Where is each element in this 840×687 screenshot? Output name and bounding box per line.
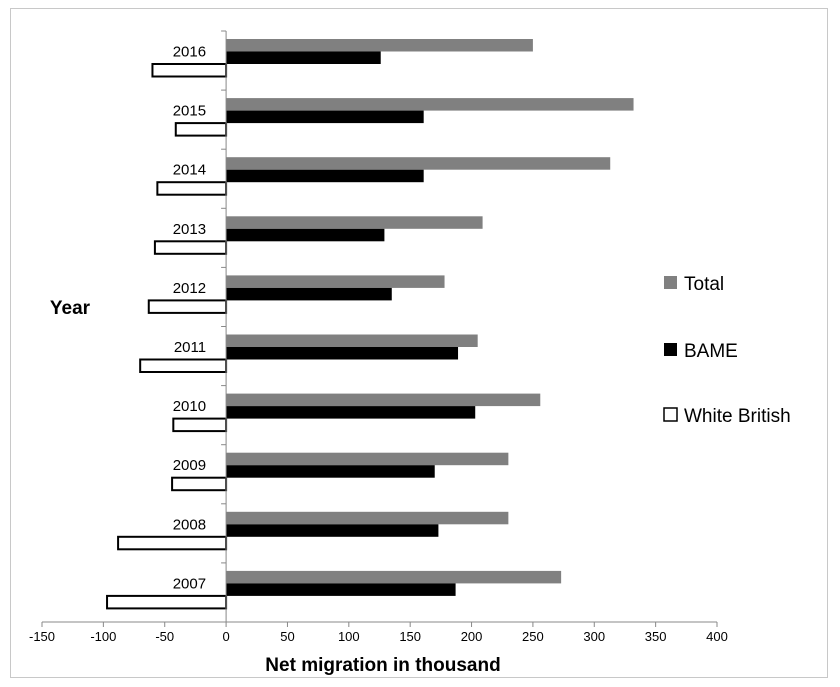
legend: Total BAME White British xyxy=(664,274,791,427)
bar-bame-2016 xyxy=(226,52,381,65)
legend-label-total: Total xyxy=(684,274,724,295)
bar-bame-2013 xyxy=(226,229,384,242)
bar-total-2009 xyxy=(226,453,508,466)
category-label-2010: 2010 xyxy=(173,398,206,415)
bar-white-british-2012 xyxy=(149,300,226,313)
legend-swatch-white-british xyxy=(664,408,677,421)
bar-bame-2014 xyxy=(226,170,424,183)
bar-total-2015 xyxy=(226,98,633,111)
bar-white-british-2010 xyxy=(173,419,226,432)
x-tick-label-400: 400 xyxy=(706,629,728,644)
category-label-2013: 2013 xyxy=(173,221,206,238)
bar-white-british-2007 xyxy=(107,596,226,609)
x-tick-label-300: 300 xyxy=(583,629,605,644)
legend-swatch-total xyxy=(664,276,677,289)
bar-total-2013 xyxy=(226,216,483,229)
bar-white-british-2009 xyxy=(172,478,226,491)
bar-bame-2012 xyxy=(226,288,392,301)
category-label-2007: 2007 xyxy=(173,575,206,592)
y-axis-title: Year xyxy=(50,298,91,319)
bar-total-2010 xyxy=(226,394,540,407)
x-tick-label--150: -150 xyxy=(29,629,55,644)
x-axis-title: Net migration in thousand xyxy=(265,655,500,676)
x-tick-labels: -150 -100 -50 0 50 100 150 200 250 300 350 400 xyxy=(29,629,728,644)
category-label-2008: 2008 xyxy=(173,516,206,533)
category-label-2016: 2016 xyxy=(173,44,206,61)
bar-total-2016 xyxy=(226,39,533,52)
bar-white-british-2016 xyxy=(152,64,226,77)
bar-bame-2007 xyxy=(226,583,456,596)
bar-bame-2008 xyxy=(226,524,438,537)
bar-bame-2010 xyxy=(226,406,475,419)
bar-total-2007 xyxy=(226,571,561,584)
bar-white-british-2014 xyxy=(157,182,226,195)
bar-white-british-2008 xyxy=(118,537,226,550)
category-label-2014: 2014 xyxy=(173,162,206,179)
x-tick-label--50: -50 xyxy=(155,629,174,644)
bar-total-2008 xyxy=(226,512,508,525)
x-tick-label-100: 100 xyxy=(338,629,360,644)
bar-white-british-2011 xyxy=(140,360,226,373)
legend-swatch-bame xyxy=(664,343,677,356)
x-tick-label-0: 0 xyxy=(222,629,229,644)
legend-label-bame: BAME xyxy=(684,341,738,362)
x-tick-label-50: 50 xyxy=(280,629,294,644)
category-label-2015: 2015 xyxy=(173,103,206,120)
bar-white-british-2015 xyxy=(176,123,226,136)
x-tick-label--100: -100 xyxy=(90,629,116,644)
category-label-2012: 2012 xyxy=(173,280,206,297)
x-tick-label-150: 150 xyxy=(399,629,421,644)
bar-bame-2009 xyxy=(226,465,435,478)
category-label-2011: 2011 xyxy=(174,339,206,356)
category-label-2009: 2009 xyxy=(173,457,206,474)
bar-white-british-2013 xyxy=(155,241,226,254)
bar-bame-2015 xyxy=(226,111,424,124)
x-tick-label-350: 350 xyxy=(645,629,667,644)
x-tick-label-250: 250 xyxy=(522,629,544,644)
bar-bame-2011 xyxy=(226,347,458,360)
bar-total-2011 xyxy=(226,335,478,348)
bar-total-2012 xyxy=(226,275,444,288)
x-tick-label-200: 200 xyxy=(461,629,483,644)
bar-total-2014 xyxy=(226,157,610,170)
legend-label-white-british: White British xyxy=(684,406,791,427)
